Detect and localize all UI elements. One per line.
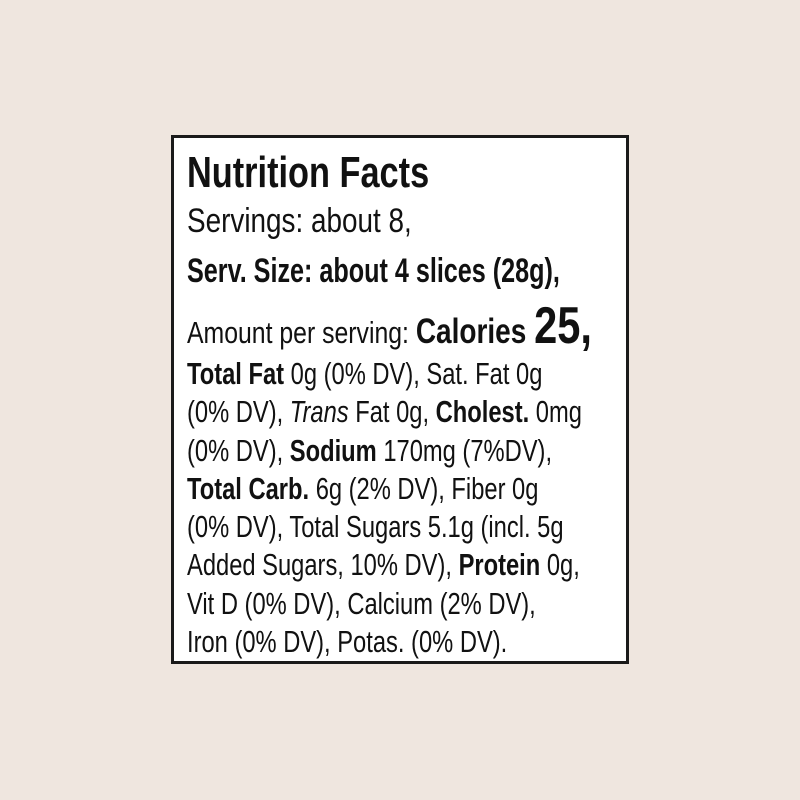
nutrient-text: Total Carb. [187,470,310,506]
calories-label: Calories [415,312,535,351]
nutrient-text: Fat 0g, [348,394,436,430]
nutrient-text: Vit D (0% DV), Calcium (2% DV), [187,585,536,621]
nutrient-line: Total Fat 0g (0% DV), Sat. Fat 0g [187,355,582,393]
nutrient-line: (0% DV), Sodium 170mg (7%DV), [187,432,582,470]
nutrient-line: Total Carb. 6g (2% DV), Fiber 0g [187,470,582,508]
nutrient-text: 0mg [529,394,582,430]
nutrient-line: Iron (0% DV), Potas. (0% DV). [187,623,582,661]
nutrient-text: Cholest. [435,394,530,430]
nutrient-text: (0% DV), Total Sugars 5.1g (incl. 5g [187,509,564,545]
nutrient-line: (0% DV), Trans Fat 0g, Cholest. 0mg [187,393,582,431]
serving-size: Serv. Size: about 4 slices (28g), [187,254,560,288]
nutrient-line: Vit D (0% DV), Calcium (2% DV), [187,585,582,623]
label-title: Nutrition Facts [187,148,430,197]
nutrient-details: Total Fat 0g (0% DV), Sat. Fat 0g (0% DV)… [187,355,582,661]
amount-label: Amount per serving: [187,315,416,350]
calories-line: Amount per serving: Calories 25, [187,300,592,359]
nutrient-text: 0g, [540,547,580,583]
nutrient-text: Trans [289,394,349,430]
nutrient-line: (0% DV), Total Sugars 5.1g (incl. 5g [187,508,582,546]
nutrient-text: (0% DV), [187,432,290,468]
nutrient-text: Added Sugars, 10% DV), [187,547,459,583]
calories-value: 25, [534,297,592,355]
servings-text: Servings: about 8, [187,202,412,240]
nutrient-text: 6g (2% DV), Fiber 0g [309,470,539,506]
nutrient-line: Added Sugars, 10% DV), Protein 0g, [187,546,582,584]
nutrient-text: 0g (0% DV), Sat. Fat 0g [284,356,543,391]
serving-size-label: Serv. Size: [187,252,313,290]
nutrient-text: 170mg (7%DV), [376,432,553,468]
serving-size-value: about 4 slices (28g), [312,252,560,290]
nutrient-text: Iron (0% DV), Potas. (0% DV). [187,624,508,660]
nutrient-text: Protein [458,547,541,583]
nutrition-label-panel [171,135,629,664]
nutrient-text: Sodium [289,432,377,468]
nutrient-text: (0% DV), [187,394,290,430]
nutrient-text: Total Fat [187,356,285,391]
